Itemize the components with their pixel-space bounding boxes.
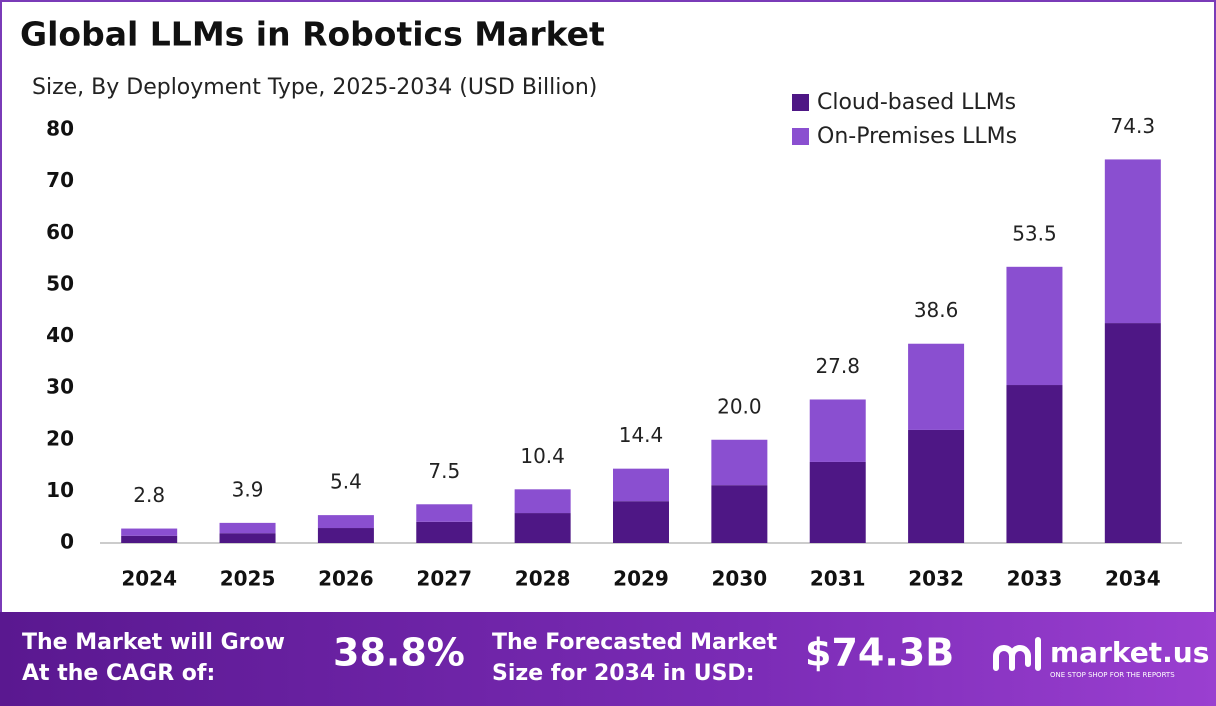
x-tick-label: 2030 bbox=[712, 567, 768, 591]
total-label: 5.4 bbox=[330, 470, 362, 494]
cagr-value: 38.8% bbox=[333, 631, 465, 675]
x-tick-label: 2027 bbox=[416, 567, 472, 591]
bar-segment bbox=[613, 501, 669, 543]
legend-swatch bbox=[792, 94, 809, 111]
footer-banner bbox=[0, 612, 1216, 706]
bar-segment bbox=[711, 439, 768, 486]
bar-segment bbox=[908, 343, 965, 430]
bar-segment bbox=[1104, 323, 1161, 543]
bar-segment bbox=[416, 521, 473, 543]
total-label: 74.3 bbox=[1111, 114, 1156, 138]
x-tick-label: 2024 bbox=[121, 567, 177, 591]
legend-label: On-Premises LLMs bbox=[817, 124, 1017, 149]
bar-segment bbox=[908, 429, 965, 543]
bar-segment bbox=[219, 533, 276, 543]
legend-label: Cloud-based LLMs bbox=[817, 90, 1016, 115]
total-label: 20.0 bbox=[717, 394, 762, 418]
y-tick-label: 50 bbox=[46, 271, 74, 295]
total-label: 2.8 bbox=[133, 483, 165, 507]
y-tick-label: 80 bbox=[46, 117, 74, 141]
y-tick-label: 10 bbox=[46, 478, 74, 502]
bar-segment bbox=[121, 528, 178, 536]
bar-segment bbox=[416, 504, 473, 522]
x-tick-label: 2026 bbox=[318, 567, 374, 591]
chart-title: Global LLMs in Robotics Market bbox=[20, 15, 605, 54]
total-label: 27.8 bbox=[815, 354, 860, 378]
chart-subtitle: Size, By Deployment Type, 2025-2034 (USD… bbox=[32, 75, 597, 100]
total-label: 10.4 bbox=[520, 444, 565, 468]
x-tick-label: 2031 bbox=[810, 567, 866, 591]
forecast-value: $74.3B bbox=[805, 631, 954, 675]
bar-segment bbox=[514, 489, 571, 514]
bar-segment bbox=[317, 515, 374, 529]
bar-segment bbox=[219, 522, 276, 534]
logo-icon bbox=[993, 637, 1041, 671]
y-tick-label: 30 bbox=[46, 375, 74, 399]
total-label: 38.6 bbox=[914, 298, 959, 322]
total-label: 3.9 bbox=[232, 477, 264, 501]
cagr-text: At the CAGR of: bbox=[22, 661, 215, 686]
y-tick-label: 40 bbox=[46, 323, 74, 347]
x-tick-label: 2025 bbox=[220, 567, 276, 591]
x-tick-label: 2028 bbox=[515, 567, 571, 591]
bar-segment bbox=[613, 468, 669, 502]
y-tick-label: 60 bbox=[46, 220, 74, 244]
x-tick-label: 2029 bbox=[613, 567, 669, 591]
bar-segment bbox=[711, 485, 768, 543]
total-label: 7.5 bbox=[428, 459, 460, 483]
brand-logo bbox=[993, 637, 1041, 671]
bar-segment bbox=[317, 528, 374, 543]
forecast-text: Size for 2034 in USD: bbox=[492, 661, 755, 686]
brand: market.us bbox=[1050, 636, 1209, 669]
total-label: 53.5 bbox=[1012, 221, 1057, 245]
bar-segment bbox=[809, 461, 866, 543]
bar-segment bbox=[809, 399, 866, 462]
bar-segment bbox=[1006, 385, 1063, 543]
bar-segment bbox=[514, 513, 571, 543]
bar-segment bbox=[121, 535, 178, 543]
x-tick-label: 2032 bbox=[908, 567, 964, 591]
bar-segment bbox=[1104, 159, 1161, 324]
y-tick-label: 0 bbox=[60, 530, 74, 554]
bar-segment bbox=[1006, 266, 1063, 386]
legend-swatch bbox=[792, 128, 809, 145]
tagline: ONE STOP SHOP FOR THE REPORTS bbox=[1050, 671, 1175, 679]
y-tick-label: 20 bbox=[46, 426, 74, 450]
cagr-text: The Market will Grow bbox=[22, 630, 285, 655]
forecast-text: The Forecasted Market bbox=[492, 630, 778, 655]
total-label: 14.4 bbox=[619, 423, 664, 447]
x-tick-label: 2034 bbox=[1105, 567, 1161, 591]
x-tick-label: 2033 bbox=[1007, 567, 1063, 591]
y-tick-label: 70 bbox=[46, 168, 74, 192]
